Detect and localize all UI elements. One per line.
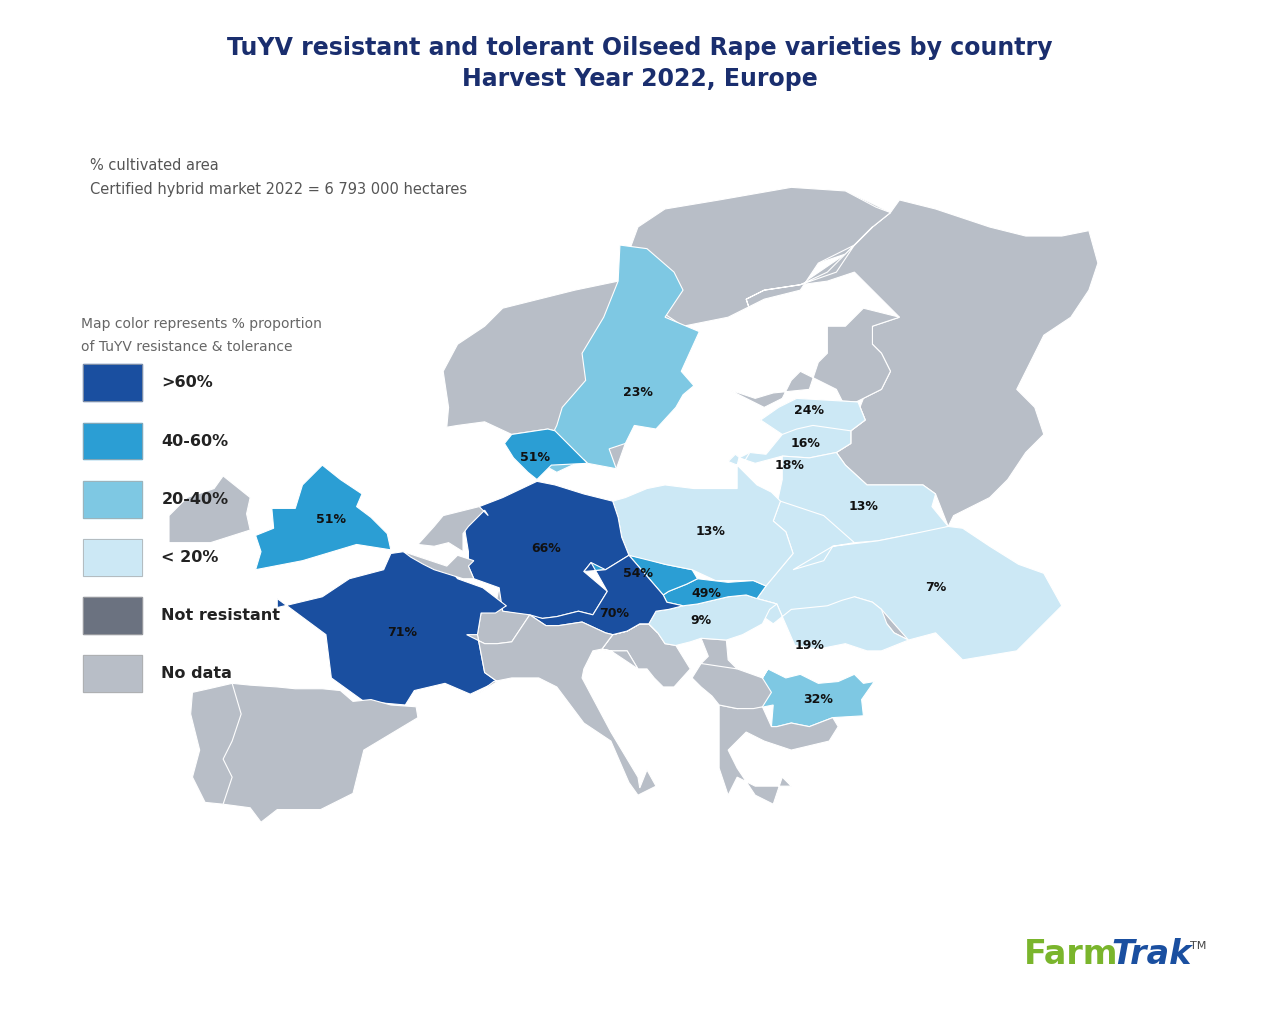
Polygon shape	[467, 615, 657, 795]
Polygon shape	[169, 476, 250, 542]
Polygon shape	[191, 683, 241, 805]
Text: Harvest Year 2022, Europe: Harvest Year 2022, Europe	[462, 67, 818, 92]
Polygon shape	[191, 683, 417, 822]
Polygon shape	[593, 624, 658, 669]
Text: 24%: 24%	[795, 404, 824, 418]
Text: 19%: 19%	[795, 639, 824, 652]
Text: 32%: 32%	[804, 693, 833, 707]
Text: TuYV resistant and tolerant Oilseed Rape varieties by country: TuYV resistant and tolerant Oilseed Rape…	[228, 36, 1052, 60]
Polygon shape	[800, 200, 1098, 527]
Text: Map color represents % proportion: Map color represents % proportion	[81, 317, 321, 331]
Text: TM: TM	[1190, 941, 1207, 952]
Polygon shape	[465, 481, 628, 619]
Text: 7%: 7%	[925, 581, 946, 594]
Text: 71%: 71%	[387, 626, 417, 639]
Text: 54%: 54%	[623, 567, 653, 580]
Polygon shape	[417, 506, 488, 551]
Text: Certified hybrid market 2022 = 6 793 000 hectares: Certified hybrid market 2022 = 6 793 000…	[90, 182, 467, 197]
Text: Trak: Trak	[1111, 938, 1192, 971]
Text: 66%: 66%	[531, 541, 561, 554]
Polygon shape	[602, 624, 737, 687]
Polygon shape	[443, 187, 891, 473]
Text: 40-60%: 40-60%	[161, 434, 228, 448]
Polygon shape	[504, 429, 588, 480]
Polygon shape	[256, 466, 390, 570]
Polygon shape	[756, 501, 1062, 660]
Polygon shape	[613, 454, 794, 586]
Text: Farm: Farm	[1024, 938, 1119, 971]
Text: 23%: 23%	[623, 387, 653, 399]
Polygon shape	[739, 398, 865, 464]
Polygon shape	[278, 551, 507, 704]
Text: 13%: 13%	[695, 526, 724, 538]
Text: 70%: 70%	[599, 606, 630, 620]
Polygon shape	[755, 669, 874, 727]
Text: < 20%: < 20%	[161, 550, 219, 565]
Text: 51%: 51%	[520, 451, 550, 465]
Polygon shape	[467, 588, 530, 643]
Text: 51%: 51%	[316, 513, 347, 526]
Polygon shape	[719, 704, 838, 805]
Polygon shape	[728, 426, 851, 466]
Polygon shape	[504, 245, 699, 473]
Polygon shape	[618, 187, 900, 407]
Text: No data: No data	[161, 667, 232, 681]
Polygon shape	[584, 537, 698, 595]
Polygon shape	[663, 579, 765, 605]
Text: 9%: 9%	[690, 614, 712, 627]
Text: Not resistant: Not resistant	[161, 609, 280, 623]
Text: 20-40%: 20-40%	[161, 492, 228, 506]
Text: 49%: 49%	[691, 587, 722, 599]
Text: of TuYV resistance & tolerance: of TuYV resistance & tolerance	[81, 340, 292, 354]
Polygon shape	[760, 398, 865, 435]
Text: 18%: 18%	[774, 458, 804, 472]
Polygon shape	[649, 595, 777, 645]
Polygon shape	[530, 555, 684, 635]
Polygon shape	[756, 596, 909, 650]
Polygon shape	[403, 551, 474, 579]
Text: % cultivated area: % cultivated area	[90, 158, 219, 174]
Text: 16%: 16%	[791, 437, 820, 450]
Text: >60%: >60%	[161, 376, 212, 390]
Text: 13%: 13%	[849, 500, 878, 514]
Polygon shape	[765, 452, 948, 586]
Polygon shape	[692, 638, 772, 709]
Polygon shape	[845, 596, 909, 650]
